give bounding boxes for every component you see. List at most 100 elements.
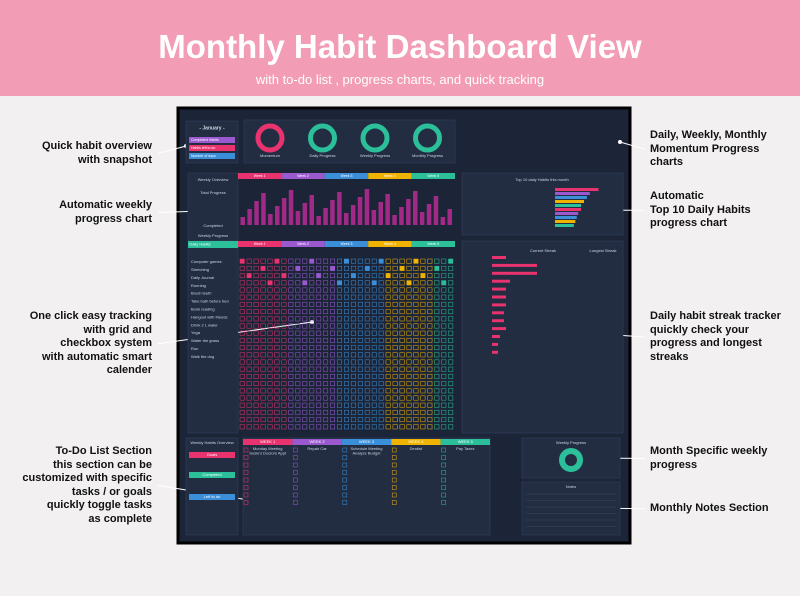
habit-checkbox xyxy=(434,294,440,300)
habit-checkbox xyxy=(337,388,342,394)
habit-checkbox xyxy=(392,424,398,430)
habit-checkbox xyxy=(392,330,398,336)
habit-checkbox xyxy=(330,359,336,365)
habit-checkbox xyxy=(441,287,447,293)
habit-checkbox xyxy=(420,265,426,271)
habit-checkbox xyxy=(413,323,419,329)
habit-checkbox xyxy=(288,273,294,279)
habit-checkbox xyxy=(295,402,301,408)
habit-checkbox xyxy=(448,395,454,401)
habit-checkbox xyxy=(350,287,356,293)
habit-checkbox xyxy=(441,424,447,430)
habit-checkbox xyxy=(337,417,342,423)
habit-checkbox xyxy=(420,309,426,315)
habit-checkbox xyxy=(441,366,447,372)
habit-checkbox xyxy=(344,273,349,279)
habit-checkbox xyxy=(323,309,329,315)
header-band xyxy=(0,0,800,96)
habit-checkbox xyxy=(253,402,259,408)
habit-checkbox xyxy=(357,273,363,279)
habit-checkbox xyxy=(413,330,419,336)
habit-checkbox xyxy=(344,316,349,322)
todo-week-header xyxy=(391,439,441,445)
habit-checkbox xyxy=(427,388,433,394)
habit-checkbox xyxy=(302,316,308,322)
callout-dot xyxy=(310,320,314,324)
habit-checkbox xyxy=(288,287,294,293)
habit-checkbox xyxy=(337,402,342,408)
todo-side-box xyxy=(189,472,235,478)
habit-checkbox xyxy=(239,280,245,286)
habit-checkbox xyxy=(350,359,356,365)
habit-checkbox xyxy=(309,294,315,300)
habit-checkbox xyxy=(434,345,440,351)
habit-checkbox xyxy=(267,345,273,351)
habit-checkbox xyxy=(406,330,412,336)
habit-checkbox xyxy=(427,409,433,415)
habit-checkbox xyxy=(399,330,405,336)
habit-checkbox xyxy=(399,417,405,423)
habit-checkbox xyxy=(295,316,301,322)
habit-checkbox xyxy=(274,330,280,336)
habit-checkbox xyxy=(406,316,412,322)
todo-side-label: Goals xyxy=(207,452,217,457)
habit-checkbox xyxy=(330,409,336,415)
habit-checkbox xyxy=(413,381,419,387)
callout-dot xyxy=(618,140,622,144)
habit-checkbox xyxy=(316,301,322,307)
habit-checkbox xyxy=(413,395,419,401)
habit-checkbox xyxy=(399,316,405,322)
weekly-bar xyxy=(240,217,245,225)
habit-checkbox xyxy=(274,373,280,379)
habit-checkbox xyxy=(330,287,336,293)
habit-checkbox xyxy=(378,352,384,358)
todo-week-label: WEEK 4 xyxy=(408,439,424,444)
habit-checkbox xyxy=(413,366,419,372)
habit-checkbox xyxy=(427,417,433,423)
habit-checkbox xyxy=(323,301,329,307)
habit-checkbox xyxy=(246,417,252,423)
habit-checkbox xyxy=(350,258,356,264)
habit-checkbox xyxy=(392,381,398,387)
habit-checkbox xyxy=(448,301,454,307)
todo-week-label: WEEK 5 xyxy=(458,439,474,444)
week-label: Week 4 xyxy=(384,174,396,178)
habit-checkbox xyxy=(350,381,356,387)
habit-checkbox xyxy=(378,366,384,372)
habit-checkbox xyxy=(267,258,273,264)
habit-checkbox xyxy=(295,417,301,423)
habit-checkbox xyxy=(337,316,342,322)
habit-checkbox xyxy=(302,294,308,300)
habit-checkbox xyxy=(385,366,391,372)
streak-bar xyxy=(492,263,537,267)
todo-checkbox xyxy=(342,447,348,453)
weekly-bar xyxy=(350,205,356,225)
habit-checkbox xyxy=(350,388,356,394)
habit-checkbox xyxy=(267,409,273,415)
habit-name: Yoga xyxy=(191,330,201,335)
habit-checkbox xyxy=(420,381,426,387)
habit-checkbox xyxy=(337,395,342,401)
habit-checkbox xyxy=(427,337,433,343)
habit-checkbox xyxy=(371,424,377,430)
habit-checkbox xyxy=(253,265,259,271)
habit-checkbox xyxy=(330,345,336,351)
habit-checkbox xyxy=(392,402,398,408)
habit-checkbox xyxy=(399,388,405,394)
habit-checkbox xyxy=(371,409,377,415)
weekly-bar xyxy=(371,210,377,225)
habit-checkbox xyxy=(413,280,419,286)
week-label: Week 2 xyxy=(297,174,309,178)
habit-checkbox xyxy=(392,417,398,423)
habit-checkbox xyxy=(378,294,384,300)
habit-checkbox xyxy=(385,294,391,300)
habit-checkbox xyxy=(413,352,419,358)
habit-checkbox xyxy=(316,323,322,329)
habit-checkbox xyxy=(448,330,454,336)
habit-checkbox xyxy=(371,366,377,372)
habit-checkbox xyxy=(413,373,419,379)
habit-checkbox xyxy=(295,409,301,415)
habit-checkbox xyxy=(385,345,391,351)
habit-checkbox xyxy=(385,337,391,343)
